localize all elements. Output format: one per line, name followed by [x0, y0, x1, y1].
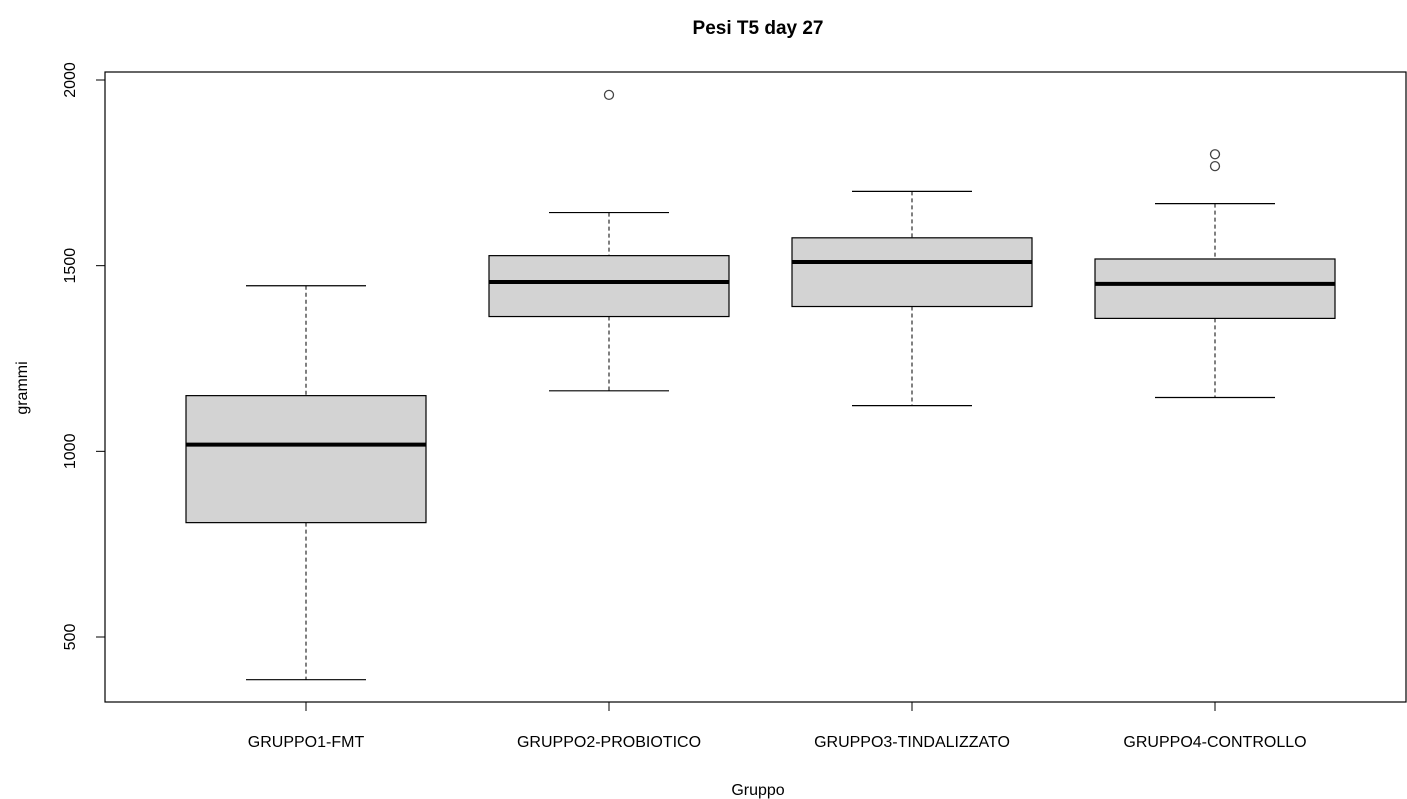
y-axis-label: grammi [14, 361, 31, 414]
box-group [488, 89, 730, 392]
box-iqr [185, 395, 427, 524]
chart-title: Pesi T5 day 27 [693, 18, 824, 39]
y-tick-label: 1500 [62, 248, 79, 284]
outlier-point [1209, 149, 1221, 160]
box-group [791, 190, 1033, 407]
outlier-point [1209, 160, 1221, 172]
y-tick-label: 2000 [62, 62, 79, 98]
box-iqr [488, 255, 730, 318]
x-tick-label: GRUPPO2-PROBIOTICO [517, 734, 701, 751]
boxes-layer [185, 89, 1336, 681]
x-tick-label: GRUPPO3-TINDALIZZATO [814, 734, 1010, 751]
box-iqr [1094, 258, 1336, 319]
x-tick-label: GRUPPO1-FMT [248, 734, 365, 751]
box-group [185, 285, 427, 681]
y-tick-label: 1000 [62, 433, 79, 469]
box-iqr [791, 237, 1033, 308]
outlier-point [603, 89, 615, 101]
x-axis-label: Gruppo [731, 782, 784, 799]
y-tick-label: 500 [62, 624, 79, 651]
x-axis: GRUPPO1-FMT GRUPPO2-PROBIOTICO GRUPPO3-TIN… [248, 701, 1307, 751]
x-tick-label: GRUPPO4-CONTROLLO [1123, 734, 1306, 751]
box-group [1094, 149, 1336, 399]
y-axis: 500 1000 1500 2000 [62, 62, 106, 651]
